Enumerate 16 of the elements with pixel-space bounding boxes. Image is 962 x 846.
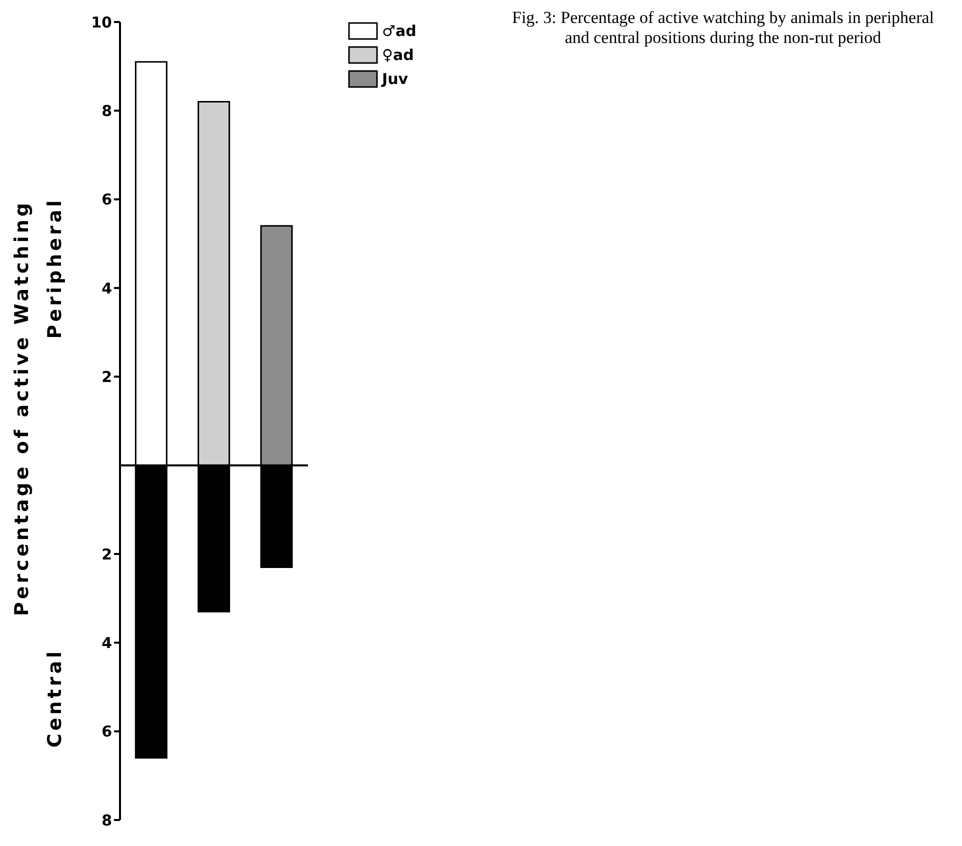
legend-label: ♀ad xyxy=(382,46,414,64)
y-tick-label: 2 xyxy=(102,545,112,564)
y-tick-label: 6 xyxy=(102,190,112,209)
legend-label: Juv xyxy=(382,70,408,88)
text: Peripheral xyxy=(43,196,67,341)
y-tick-label: 4 xyxy=(102,634,112,652)
y-tick-label: 8 xyxy=(102,102,112,120)
y-tick-label: 4 xyxy=(102,279,112,298)
y-tick-label: 10 xyxy=(91,13,112,32)
y-axis-title: Percentage of active Watching xyxy=(10,199,34,618)
legend-label: ♂ad xyxy=(382,22,416,40)
y-tick-label: 2 xyxy=(102,368,112,386)
text: Fig. 3: Percentage of active watching by animals in peripheral and central positions during the non-rut period xyxy=(510,8,936,48)
y-tick-label: 6 xyxy=(102,722,112,741)
text: Central xyxy=(43,647,67,750)
y-tick-label: 8 xyxy=(102,811,112,830)
